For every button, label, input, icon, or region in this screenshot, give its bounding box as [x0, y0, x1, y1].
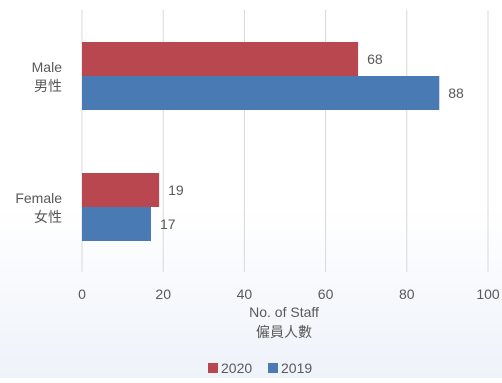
legend: 2020 2019 — [208, 360, 312, 376]
category-label: Male — [32, 59, 63, 75]
category-label-zh: 女性 — [34, 209, 62, 225]
bar-2020-female — [82, 173, 160, 207]
data-labels: 68 88 19 17 — [160, 51, 464, 232]
x-tick-label: 100 — [476, 286, 500, 302]
legend-label-2020: 2020 — [221, 360, 252, 376]
x-tick-label: 60 — [318, 286, 334, 302]
bars — [82, 42, 440, 241]
data-label: 19 — [168, 182, 184, 198]
bar-2020-male — [82, 42, 359, 76]
legend-swatch-2019 — [268, 363, 278, 373]
x-axis-title-zh: 僱員人數 — [256, 324, 312, 340]
x-tick-labels: 0 20 40 60 80 100 — [78, 286, 500, 302]
legend-swatch-2020 — [208, 363, 218, 373]
data-label: 68 — [367, 51, 383, 67]
x-axis-title: No. of Staff — [249, 304, 319, 320]
bar-2019-female — [82, 207, 152, 241]
bar-2019-male — [82, 76, 440, 110]
category-labels: Male 男性 Female 女性 — [15, 59, 62, 225]
x-tick-label: 80 — [399, 286, 415, 302]
x-tick-label: 0 — [78, 286, 86, 302]
legend-label-2019: 2019 — [281, 360, 312, 376]
x-tick-label: 20 — [155, 286, 171, 302]
x-tick-label: 40 — [237, 286, 253, 302]
category-label-zh: 男性 — [34, 78, 62, 94]
data-label: 88 — [448, 85, 464, 101]
category-label: Female — [15, 190, 62, 206]
data-label: 17 — [160, 216, 176, 232]
